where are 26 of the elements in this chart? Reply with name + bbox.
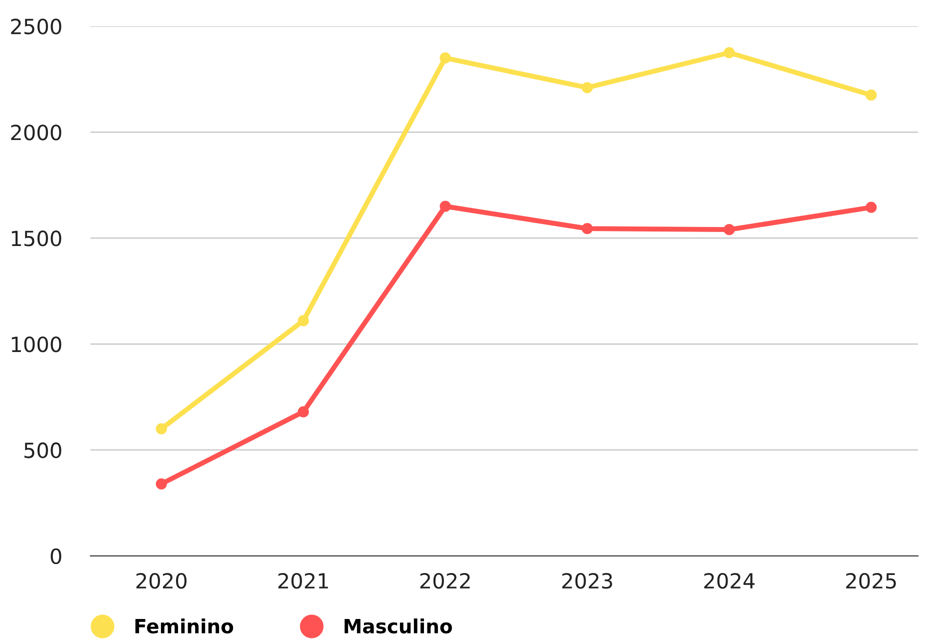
y-tick-label: 500 bbox=[24, 442, 62, 458]
point bbox=[582, 82, 593, 94]
point bbox=[298, 315, 309, 326]
x-tick-label: 2025 bbox=[846, 572, 896, 589]
y-tick-label: 0 bbox=[50, 548, 62, 564]
y-tick-label: 1500 bbox=[12, 230, 62, 246]
x-tick-label: 2024 bbox=[704, 572, 755, 589]
x-tick-label: 2023 bbox=[562, 572, 612, 589]
x-tick-label: 2022 bbox=[420, 572, 470, 589]
y-tick-label: 2500 bbox=[11, 18, 62, 34]
point bbox=[440, 200, 451, 212]
point bbox=[582, 223, 593, 234]
y-tick-label: 2000 bbox=[11, 124, 62, 140]
point bbox=[440, 52, 451, 64]
point bbox=[724, 47, 735, 58]
point bbox=[298, 406, 309, 418]
point bbox=[724, 224, 735, 236]
legend-label: Masculino bbox=[344, 618, 452, 634]
x-tick-label: 2021 bbox=[278, 572, 328, 589]
point bbox=[156, 423, 167, 434]
y-tick-label: 1000 bbox=[12, 336, 62, 352]
point bbox=[866, 202, 877, 213]
point bbox=[866, 90, 877, 101]
x-tick-label: 2020 bbox=[136, 572, 187, 589]
point bbox=[156, 478, 167, 490]
legend-label: Feminino bbox=[135, 618, 234, 634]
